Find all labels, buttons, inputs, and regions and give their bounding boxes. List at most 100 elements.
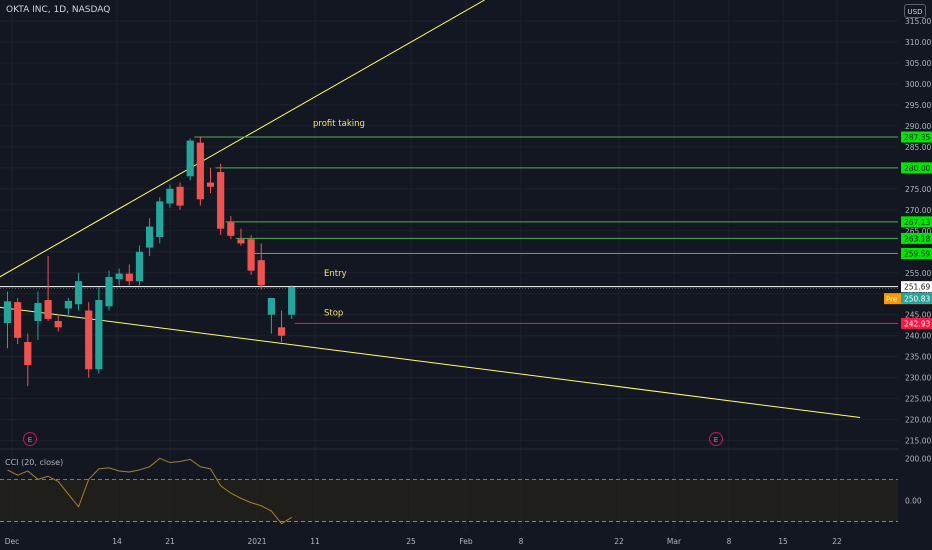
candle [54,314,62,332]
candle [206,167,215,194]
x-tick-label: 8 [727,537,732,546]
candle-body [85,310,93,370]
price-axis: 315.00 310.00 305.00 300.00 295.00 290.00 285.… [884,17,932,505]
cci-tick-label: 200.00 [905,454,931,463]
y-tick-label: 285.00 [905,143,931,152]
candle [186,138,194,181]
level-price-label: 263.18 [901,232,932,244]
candle [44,255,52,322]
level-price-label: 267.13 [901,216,932,228]
candle-body [247,239,255,271]
candle-body [135,251,144,282]
candle [277,310,286,342]
level-label-bg [901,281,932,293]
level-label-text: 259.59 [904,249,930,258]
cci-band-fill [0,479,898,522]
candle [237,228,245,246]
candle [227,216,235,240]
candle [176,182,184,210]
price-levels [0,136,898,324]
candle-body [74,281,83,305]
candle-body [277,327,286,336]
earnings-circle [23,432,37,446]
level-price-label: 280.00 [901,162,932,174]
candle-body [115,273,123,280]
candle [125,264,133,286]
candle-body [3,301,12,324]
last-price-text: 250.83 [904,294,930,303]
indicator-title[interactable]: CCI (20, close) [5,458,64,467]
last-price-bg [901,292,932,304]
annotations: profit taking Entry Stop [313,119,365,319]
candle-body [206,182,215,187]
candle [196,136,204,206]
y-tick-label: 240.00 [905,332,931,341]
candle [74,272,83,311]
x-tick-label: 22 [832,537,842,546]
level-label-text: 251.69 [904,283,930,292]
currency-button[interactable]: USD [904,4,926,18]
candle [135,245,144,286]
pre-badge-text: Pre [886,296,897,304]
y-tick-label: 245.00 [905,311,931,320]
x-tick-label: Mar [667,537,682,546]
x-tick-label: 14 [112,537,122,546]
candle [267,297,275,334]
earnings-circle [709,432,723,446]
cci-line [7,457,292,525]
annotation-label: profit taking [313,119,365,129]
level-label-text: 267.13 [904,218,930,227]
y-tick-label: 295.00 [905,101,931,110]
candle [156,197,164,244]
candle [14,297,22,345]
cci-indicator [0,457,898,525]
level-label-text: 280.00 [904,164,930,173]
candle-body [44,300,52,319]
candles [3,136,296,387]
candle [64,297,72,315]
pre-badge-bg [884,293,901,305]
candle-body [237,239,245,244]
time-axis: Dec 14 21 2021 11 25 Feb 8 22 Mar 8 15 22 [5,537,842,546]
candle [105,270,113,311]
candle [217,163,225,235]
last-price-label: 250.83 [901,292,932,304]
cci-tick-label: 0.00 [905,496,922,505]
level-label-bg [901,232,932,244]
level-price-label: 242.93 [901,317,932,329]
candle-body [146,226,154,248]
candle-body [34,302,42,322]
y-tick-label: 220.00 [905,416,931,425]
x-tick-label: 22 [614,537,624,546]
y-tick-label: 235.00 [905,353,931,362]
level-label-bg [901,317,932,329]
candle-body [156,201,164,238]
candle-body [95,300,103,370]
candle-body [288,287,296,315]
symbol-title[interactable]: OKTA INC, 1D, NASDAQ [6,5,111,15]
level-price-label: 259.59 [901,247,932,259]
y-tick-label: 310.00 [905,38,931,47]
candle [24,333,32,387]
trendlines [0,0,861,419]
x-tick-label: 21 [165,537,175,546]
annotation-label: Stop [324,309,343,319]
y-tick-label: 315.00 [905,17,931,26]
annotation-label: Entry [324,269,347,279]
y-tick-label: 215.00 [905,437,931,446]
candle [95,287,103,374]
level-label-bg [901,131,932,143]
y-tick-label: 305.00 [905,59,931,68]
level-label-bg [901,216,932,228]
y-tick-label: 275.00 [905,185,931,194]
x-tick-label: Dec [5,537,20,546]
level-label-text: 287.35 [904,133,930,142]
candle-body [24,341,32,366]
earnings-marker: E [709,432,723,446]
candle-body [176,186,184,206]
level-label-bg [901,162,932,174]
candle [34,291,42,340]
candle [3,291,12,349]
x-tick-label: 25 [406,537,416,546]
